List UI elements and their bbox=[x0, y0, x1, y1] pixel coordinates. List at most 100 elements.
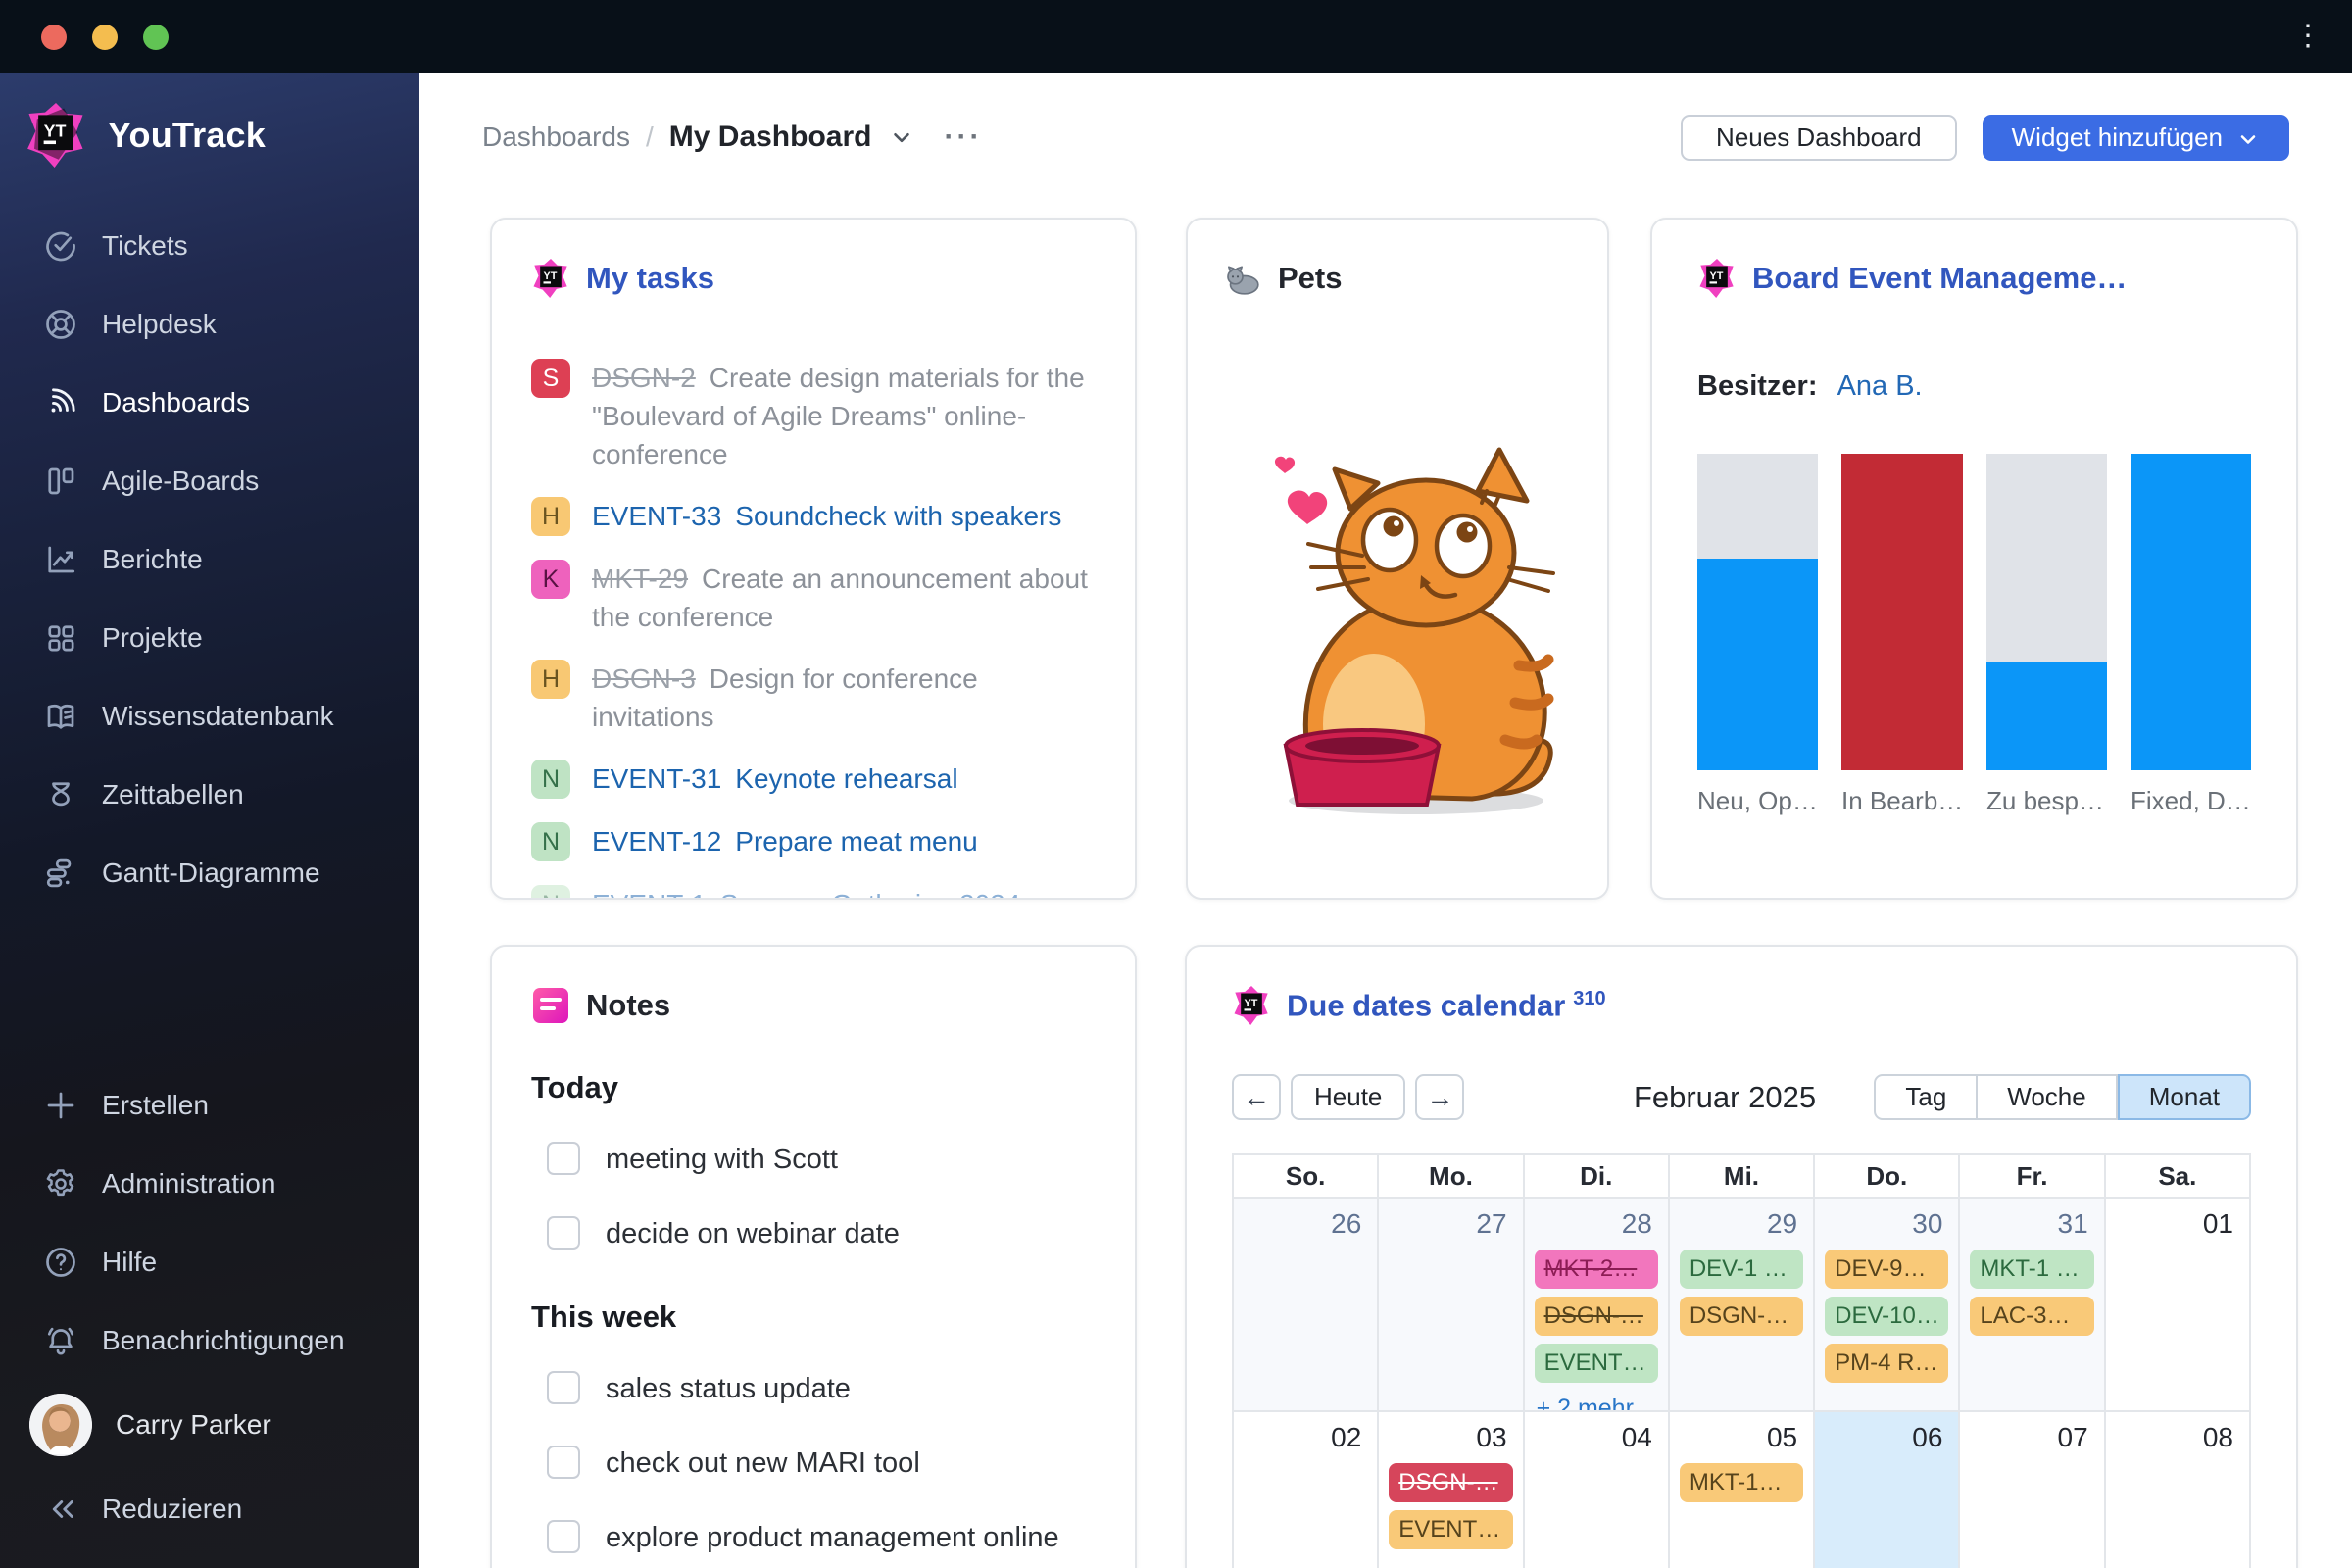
add-widget-button[interactable]: Widget hinzufügen bbox=[1982, 114, 2289, 161]
calendar-day-cell[interactable]: 05 MKT-1… bbox=[1669, 1410, 1816, 1568]
sidebar-item-projekte[interactable]: Projekte bbox=[0, 599, 419, 677]
calendar-event-chip[interactable]: EVENT… bbox=[1534, 1344, 1658, 1383]
calendar-today-button[interactable]: Heute bbox=[1291, 1074, 1406, 1120]
calendar-day-cell[interactable]: 03 DSGN-… EVENT… bbox=[1379, 1410, 1525, 1568]
calendar-event-chip[interactable]: MKT-2… bbox=[1534, 1250, 1658, 1289]
issue-summary[interactable]: Create an announcement about the confere… bbox=[592, 564, 1088, 632]
sidebar-item-wissensdatenbank[interactable]: Wissensdatenbank bbox=[0, 677, 419, 756]
note-label[interactable]: sales status update bbox=[606, 1373, 851, 1404]
sidebar-item-tickets[interactable]: Tickets bbox=[0, 207, 419, 285]
calendar-day-cell[interactable]: 02 bbox=[1234, 1410, 1380, 1568]
calendar-day-cell[interactable]: 08 bbox=[2105, 1410, 2249, 1568]
breadcrumb-dashboards-link[interactable]: Dashboards bbox=[482, 122, 630, 152]
task-item[interactable]: N EVENT-31 Keynote rehearsal bbox=[531, 760, 1096, 799]
breadcrumb-current-dashboard[interactable]: My Dashboard bbox=[668, 121, 872, 153]
more-options-icon[interactable]: ··· bbox=[944, 121, 983, 153]
sidebar-collapse-button[interactable]: Reduzieren bbox=[0, 1470, 419, 1548]
chart-bar-column[interactable]: Fixed, D… bbox=[2131, 454, 2251, 816]
calendar-day-cell[interactable]: 01 bbox=[2105, 1197, 2249, 1410]
sidebar-item-dashboards[interactable]: Dashboards bbox=[0, 364, 419, 442]
chevron-down-icon[interactable] bbox=[889, 124, 914, 150]
sidebar-item-benachrichtigungen[interactable]: Benachrichtigungen bbox=[0, 1301, 419, 1380]
issue-id[interactable]: DSGN-2 bbox=[592, 363, 696, 393]
sidebar-item-agile-boards[interactable]: Agile-Boards bbox=[0, 442, 419, 520]
calendar-event-chip[interactable]: EVENT… bbox=[1389, 1510, 1513, 1549]
chart-bar-column[interactable]: In Bearb… bbox=[1841, 454, 1963, 816]
sidebar-item-erstellen[interactable]: Erstellen bbox=[0, 1066, 419, 1145]
chart-bar-column[interactable]: Neu, Op… bbox=[1697, 454, 1818, 816]
calendar-event-chip[interactable]: LAC-3… bbox=[1970, 1297, 2094, 1336]
issue-id[interactable]: DSGN-3 bbox=[592, 663, 696, 694]
calendar-event-chip[interactable]: DSGN-… bbox=[1679, 1297, 1804, 1336]
widget-title-board[interactable]: Board Event Manageme… bbox=[1752, 261, 2128, 295]
calendar-event-chip[interactable]: MKT-1… bbox=[1679, 1463, 1804, 1502]
view-monat-button[interactable]: Monat bbox=[2117, 1074, 2251, 1120]
note-label[interactable]: check out new MARI tool bbox=[606, 1447, 920, 1479]
new-dashboard-button[interactable]: Neues Dashboard bbox=[1681, 114, 1957, 161]
calendar-day-cell[interactable]: 28 MKT-2… DSGN-… EVENT… + 2 mehr bbox=[1524, 1197, 1670, 1410]
calendar-day-cell[interactable]: 07 bbox=[1960, 1410, 2106, 1568]
sidebar-item-zeittabellen[interactable]: Zeittabellen bbox=[0, 756, 419, 834]
widget-title-my-tasks[interactable]: My tasks bbox=[586, 261, 714, 295]
issue-summary[interactable]: Summer Gathering 2024 bbox=[720, 889, 1021, 898]
calendar-event-chip[interactable]: DEV-10… bbox=[1825, 1297, 1949, 1336]
window-minimize-button[interactable] bbox=[92, 24, 118, 50]
calendar-event-chip[interactable]: PM-4 R… bbox=[1825, 1344, 1949, 1383]
task-item[interactable]: H DSGN-3 Design for conference invitation… bbox=[531, 660, 1096, 736]
sidebar-item-helpdesk[interactable]: Helpdesk bbox=[0, 285, 419, 364]
note-checkbox[interactable] bbox=[547, 1520, 580, 1553]
chart-bar-column[interactable]: Zu besp… bbox=[1986, 454, 2107, 816]
calendar-event-chip[interactable]: DSGN-… bbox=[1534, 1297, 1658, 1336]
sidebar-item-administration[interactable]: Administration bbox=[0, 1145, 419, 1223]
view-tag-button[interactable]: Tag bbox=[1874, 1074, 1979, 1120]
calendar-day-cell[interactable]: 30 DEV-9… DEV-10… PM-4 R… bbox=[1815, 1197, 1961, 1410]
calendar-event-chip[interactable]: DSGN-… bbox=[1389, 1463, 1513, 1502]
issue-summary[interactable]: Design for conference invitations bbox=[592, 663, 978, 732]
view-woche-button[interactable]: Woche bbox=[1978, 1074, 2118, 1120]
window-close-button[interactable] bbox=[41, 24, 67, 50]
user-menu[interactable]: Carry Parker bbox=[0, 1380, 419, 1470]
calendar-event-chip[interactable]: DEV-9… bbox=[1825, 1250, 1949, 1289]
note-label[interactable]: meeting with Scott bbox=[606, 1144, 838, 1175]
youtrack-logo[interactable]: YT YouTrack bbox=[0, 74, 419, 168]
note-checkbox[interactable] bbox=[547, 1446, 580, 1479]
calendar-day-cell[interactable]: 31 MKT-1 … LAC-3… bbox=[1960, 1197, 2106, 1410]
sidebar-item-berichte[interactable]: Berichte bbox=[0, 520, 419, 599]
note-checkbox[interactable] bbox=[547, 1216, 580, 1250]
task-item[interactable]: K MKT-29 Create an announcement about the… bbox=[531, 560, 1096, 636]
task-item[interactable]: N EVENT-12 Prepare meat menu bbox=[531, 822, 1096, 861]
calendar-day-cell[interactable]: 04 bbox=[1524, 1410, 1670, 1568]
task-item[interactable]: S DSGN-2 Create design materials for the … bbox=[531, 359, 1096, 473]
issue-summary[interactable]: Create design materials for the "Bouleva… bbox=[592, 363, 1085, 469]
dashboards-icon bbox=[43, 385, 78, 420]
issue-id[interactable]: EVENT-33 bbox=[592, 501, 722, 531]
widget-title-calendar[interactable]: Due dates calendar 310 bbox=[1287, 988, 1606, 1023]
calendar-day-cell[interactable]: 26 bbox=[1234, 1197, 1380, 1410]
calendar-day-cell-today[interactable]: 06 bbox=[1815, 1410, 1961, 1568]
window-zoom-button[interactable] bbox=[143, 24, 169, 50]
sidebar-item-hilfe[interactable]: Hilfe bbox=[0, 1223, 419, 1301]
issue-summary[interactable]: Soundcheck with speakers bbox=[735, 501, 1062, 531]
calendar-next-button[interactable]: → bbox=[1415, 1074, 1465, 1120]
note-checkbox[interactable] bbox=[547, 1142, 580, 1175]
issue-id[interactable]: MKT-29 bbox=[592, 564, 689, 594]
issue-summary[interactable]: Keynote rehearsal bbox=[735, 763, 958, 794]
issue-id[interactable]: EVENT-31 bbox=[592, 763, 722, 794]
task-item[interactable]: N EVENT-1 Summer Gathering 2024 bbox=[531, 885, 1096, 898]
calendar-day-cell[interactable]: 29 DEV-1 … DSGN-… bbox=[1669, 1197, 1816, 1410]
calendar-prev-button[interactable]: ← bbox=[1232, 1074, 1281, 1120]
browser-menu-icon[interactable]: ⋮ bbox=[2293, 20, 2325, 52]
issue-summary[interactable]: Prepare meat menu bbox=[735, 826, 978, 857]
issue-id[interactable]: EVENT-1 bbox=[592, 889, 707, 898]
calendar-day-cell[interactable]: 27 bbox=[1379, 1197, 1525, 1410]
owner-link[interactable]: Ana B. bbox=[1837, 370, 1923, 402]
note-label[interactable]: explore product management online events bbox=[606, 1522, 1059, 1568]
issue-id[interactable]: EVENT-12 bbox=[592, 826, 722, 857]
note-checkbox[interactable] bbox=[547, 1371, 580, 1404]
note-label[interactable]: decide on webinar date bbox=[606, 1218, 900, 1250]
more-events-link[interactable]: + 2 mehr bbox=[1536, 1395, 1634, 1410]
calendar-event-chip[interactable]: DEV-1 … bbox=[1679, 1250, 1804, 1289]
calendar-event-chip[interactable]: MKT-1 … bbox=[1970, 1250, 2094, 1289]
task-item[interactable]: H EVENT-33 Soundcheck with speakers bbox=[531, 497, 1096, 536]
sidebar-item-gantt-diagramme[interactable]: Gantt-Diagramme bbox=[0, 834, 419, 912]
